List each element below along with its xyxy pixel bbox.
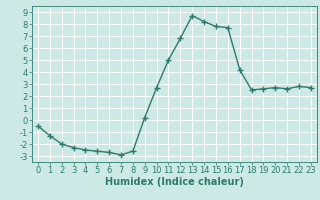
X-axis label: Humidex (Indice chaleur): Humidex (Indice chaleur) [105, 177, 244, 187]
